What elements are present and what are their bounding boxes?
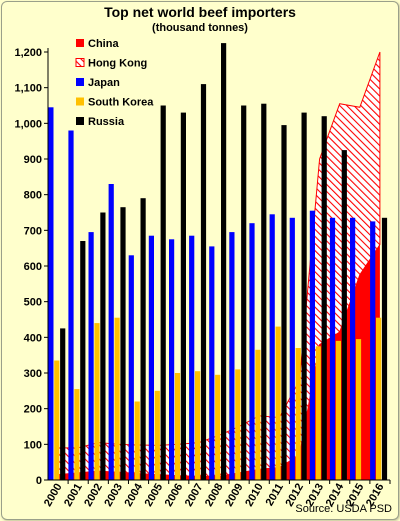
bar-japan-2013: [309, 210, 315, 480]
bar-japan-2011: [269, 214, 275, 481]
bar-japan-2000: [48, 107, 54, 481]
legend-swatch-china: [76, 39, 84, 47]
bar-japan-2001: [68, 130, 74, 480]
bar-south-korea-2014: [335, 340, 341, 480]
y-tick-label: 1,000: [14, 118, 42, 130]
bar-russia-2012: [301, 112, 307, 480]
chart-title: Top net world beef importers: [104, 4, 296, 20]
bar-japan-2008: [209, 246, 215, 480]
bar-south-korea-2013: [315, 346, 321, 481]
bar-south-korea-2011: [275, 326, 281, 480]
bar-japan-2015: [350, 217, 356, 481]
bar-russia-2009: [241, 105, 247, 480]
y-tick-label: 900: [24, 154, 42, 166]
bar-russia-2016: [381, 217, 388, 481]
bar-russia-2007: [200, 84, 207, 480]
bar-russia-2013: [321, 116, 327, 480]
bar-south-korea-2000: [54, 360, 60, 480]
legend-label-hong-kong: Hong Kong: [88, 58, 147, 70]
x-tick-label: 2007: [183, 482, 206, 509]
x-tick-label: 2001: [62, 482, 85, 509]
bar-japan-2002: [88, 232, 94, 480]
bar-japan-2007: [189, 235, 195, 480]
bar-south-korea-2009: [235, 369, 241, 480]
x-tick-label: 2003: [102, 482, 125, 509]
y-tick-label: 700: [24, 225, 42, 237]
chart-subtitle: (thousand tonnes): [152, 22, 248, 34]
bar-japan-2003: [108, 184, 114, 480]
legend-label-russia: Russia: [88, 116, 125, 128]
bar-japan-2014: [329, 217, 336, 481]
bar-russia-2003: [120, 207, 126, 480]
bar-south-korea-2004: [134, 401, 140, 480]
y-tick-label: 1,200: [14, 47, 42, 59]
x-tick-label: 2002: [82, 482, 105, 509]
bar-south-korea-2001: [74, 389, 80, 480]
legend-label-south-korea: South Korea: [88, 97, 154, 109]
y-tick-label: 400: [24, 332, 42, 344]
bar-japan-2006: [169, 239, 175, 481]
legend-swatch-south-korea: [76, 97, 84, 106]
x-tick-label: 2009: [223, 482, 246, 509]
bar-russia-2005: [160, 105, 166, 480]
bar-japan-2005: [148, 235, 154, 480]
bar-russia-2008: [221, 43, 227, 480]
bar-south-korea-2002: [94, 323, 100, 480]
y-tick-label: 600: [24, 261, 42, 273]
y-tick-label: 0: [36, 475, 42, 487]
bar-russia-2001: [80, 241, 86, 480]
x-tick-label: 2006: [163, 482, 186, 509]
bar-russia-2004: [140, 198, 146, 480]
bar-south-korea-2010: [255, 349, 261, 480]
bar-south-korea-2007: [195, 371, 201, 480]
bar-south-korea-2006: [174, 373, 181, 480]
legend-label-china: China: [88, 38, 119, 50]
y-tick-label: 1,100: [14, 83, 42, 95]
bar-russia-2006: [180, 112, 186, 480]
bar-russia-2011: [281, 125, 287, 480]
legend-swatch-russia: [76, 117, 84, 125]
bar-japan-2004: [128, 255, 134, 480]
bar-russia-2002: [100, 212, 106, 480]
bar-south-korea-2012: [295, 348, 301, 480]
bar-south-korea-2003: [114, 317, 120, 480]
bar-russia-2014: [341, 150, 347, 480]
legend-label-japan: Japan: [88, 77, 120, 89]
x-tick-label: 2008: [203, 482, 226, 509]
area-china: [58, 244, 380, 480]
y-tick-label: 500: [24, 297, 42, 309]
bar-japan-2009: [229, 232, 235, 480]
bar-japan-2012: [289, 217, 295, 481]
bar-russia-2010: [261, 103, 267, 480]
bar-japan-2016: [370, 221, 376, 480]
y-tick-label: 800: [24, 190, 42, 202]
y-tick-label: 200: [24, 404, 42, 416]
bar-russia-2000: [60, 328, 66, 480]
x-tick-label: 2005: [143, 482, 166, 509]
y-tick-label: 100: [24, 439, 42, 451]
bar-south-korea-2005: [154, 390, 160, 480]
legend-swatch-hong-kong: [75, 58, 85, 67]
bar-south-korea-2008: [215, 374, 221, 480]
bar-south-korea-2015: [355, 339, 362, 480]
y-tick-label: 300: [24, 368, 42, 380]
bar-south-korea-2016: [376, 317, 382, 480]
legend-swatch-japan: [76, 78, 84, 86]
x-tick-label: 2000: [42, 482, 65, 509]
x-tick-label: 2010: [243, 482, 266, 509]
x-tick-label: 2004: [122, 481, 145, 509]
source-label: Source: USDA PSD: [295, 503, 392, 515]
x-tick-label: 2011: [264, 482, 286, 509]
bar-japan-2010: [249, 223, 255, 480]
